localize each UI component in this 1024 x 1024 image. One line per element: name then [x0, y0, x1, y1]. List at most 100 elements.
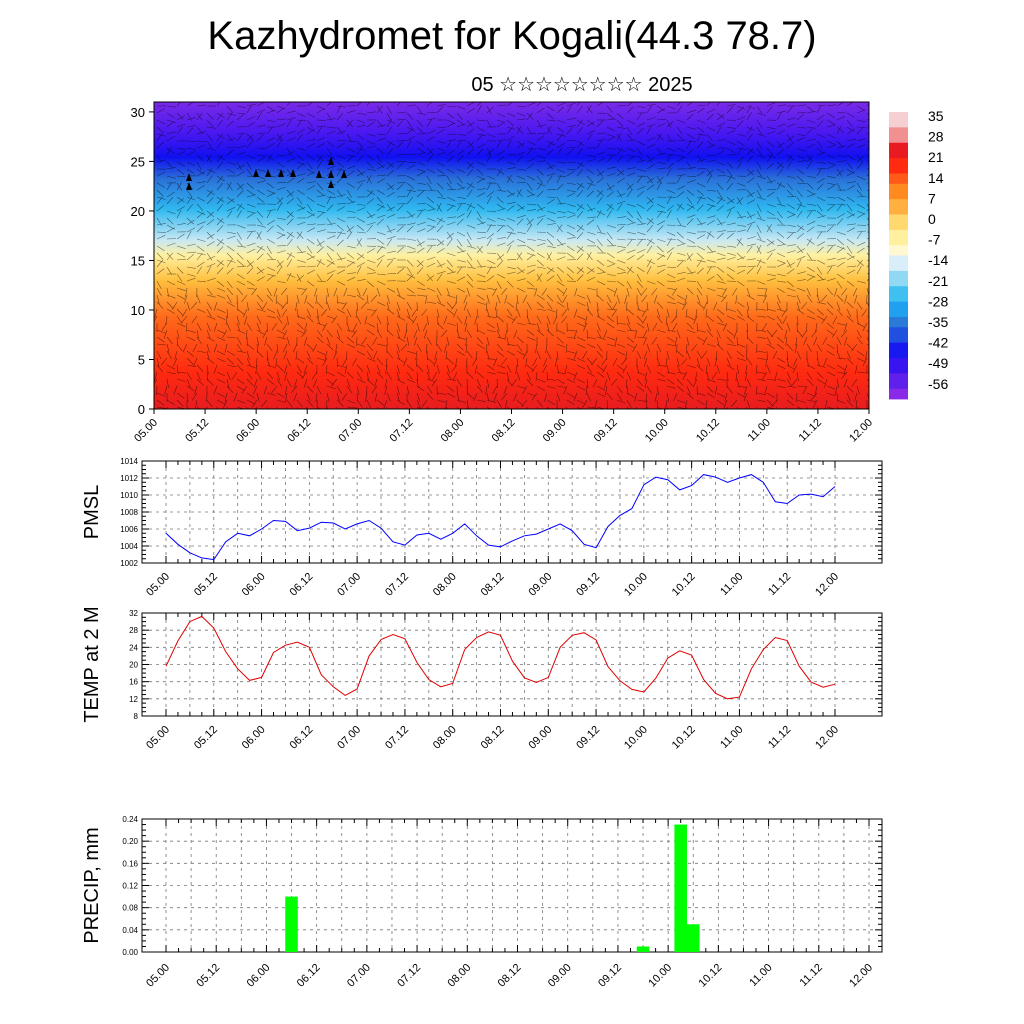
wind-barb: [335, 343, 338, 353]
wind-barb: [486, 175, 496, 180]
wind-barb: [396, 183, 404, 191]
wind-barb: [506, 102, 514, 107]
colorbar-swatch: [889, 219, 908, 226]
wind-barb: [846, 265, 857, 268]
wind-barb: [566, 336, 576, 339]
wind-barb: [456, 245, 464, 253]
wind-barb: [216, 259, 225, 266]
wind-barb: [636, 350, 642, 360]
y-axis-label: TEMP at 2 M: [81, 606, 103, 722]
wind-barb: [356, 279, 366, 282]
wind-barb: [176, 322, 186, 327]
wind-barb: [176, 252, 186, 258]
wind-barb: [816, 147, 825, 154]
wind-barb: [746, 105, 756, 110]
wind-barb: [735, 371, 738, 381]
wind-barb: [806, 127, 814, 135]
wind-barb: [406, 182, 415, 190]
wind-barb: [466, 406, 468, 409]
wind-barb: [526, 315, 531, 325]
wind-barb: [776, 123, 786, 128]
y-tick-label: 20: [129, 661, 138, 670]
wind-barb: [476, 231, 487, 234]
wind-barb: [283, 350, 288, 360]
wind-barb: [446, 357, 454, 365]
wind-barb: [296, 189, 305, 195]
wind-barb: [746, 133, 753, 142]
x-tick-label: 08.12: [479, 571, 507, 599]
wind-barb: [820, 294, 828, 302]
wind-barb: [556, 126, 565, 133]
wind-barb: [206, 126, 216, 129]
wind-barb: [476, 102, 482, 107]
wind-barb: [296, 221, 306, 226]
wind-barb: [436, 238, 444, 246]
wind-barb: [326, 406, 329, 409]
wind-barb: [236, 190, 244, 198]
wind-barb: [166, 238, 177, 240]
wind-barb: [426, 203, 435, 210]
wind-barb: [216, 197, 224, 205]
wind-barb: [326, 274, 334, 282]
wind-barb: [296, 177, 305, 184]
wind-barb: [276, 154, 286, 157]
wind-barb: [366, 329, 375, 336]
wind-barb: [446, 232, 454, 240]
wind-barb: [416, 364, 424, 372]
wind-barb: [216, 329, 226, 334]
wind-barb: [406, 238, 416, 241]
wind-barb: [186, 189, 193, 198]
wind-barb: [526, 392, 536, 397]
wind-barb: [455, 294, 458, 304]
wind-barb: [866, 406, 869, 409]
wind-barb: [526, 378, 533, 387]
wind-barb: [706, 169, 714, 177]
wind-barb: [556, 280, 565, 287]
wind-barb: [226, 406, 228, 409]
wind-barb: [190, 301, 198, 310]
wind-barb: [500, 287, 508, 295]
wind-barb: [456, 406, 460, 409]
wind-barb: [184, 294, 188, 304]
wind-barb: [416, 287, 426, 291]
wind-barb: [846, 308, 852, 318]
wind-barb: [156, 171, 166, 177]
panel-frame: [141, 612, 883, 717]
wind-barb: [806, 252, 813, 261]
wind-barb: [854, 294, 858, 304]
wind-barb: [573, 371, 578, 381]
wind-barb: [513, 329, 518, 339]
wind-barb: [466, 357, 468, 368]
wind-barb: [273, 287, 278, 297]
wind-barb: [276, 134, 284, 142]
wind-barb: [176, 182, 183, 191]
wind-barb: [186, 253, 195, 261]
wind-barb: [206, 364, 209, 374]
wind-barb: [555, 308, 558, 319]
wind-barb: [766, 147, 774, 156]
wind-barb: [386, 273, 397, 275]
wind-barb: [196, 364, 204, 372]
wind-barb: [685, 406, 688, 409]
wind-barb: [346, 336, 354, 344]
wind-barb: [346, 385, 353, 394]
wind-barb: [306, 238, 315, 245]
precip-bar: [686, 924, 700, 952]
wind-barb: [416, 267, 424, 275]
colorbar-swatch: [889, 147, 908, 154]
wind-barb: [246, 154, 256, 160]
wind-barb: [156, 287, 162, 296]
wind-barb: [416, 182, 426, 185]
wind-barb: [396, 385, 400, 395]
wind-barb: [546, 245, 556, 249]
x-tick-label: 07.12: [388, 417, 416, 445]
wind-barb: [416, 259, 424, 267]
wind-barb: [406, 153, 416, 156]
wind-barb: [166, 350, 172, 359]
wind-barb: [696, 357, 700, 367]
wind-barb: [216, 294, 226, 299]
wind-barb: [336, 357, 338, 368]
wind-barb: [466, 399, 469, 409]
wind-barb: [236, 133, 243, 142]
wind-barb: [456, 119, 465, 126]
